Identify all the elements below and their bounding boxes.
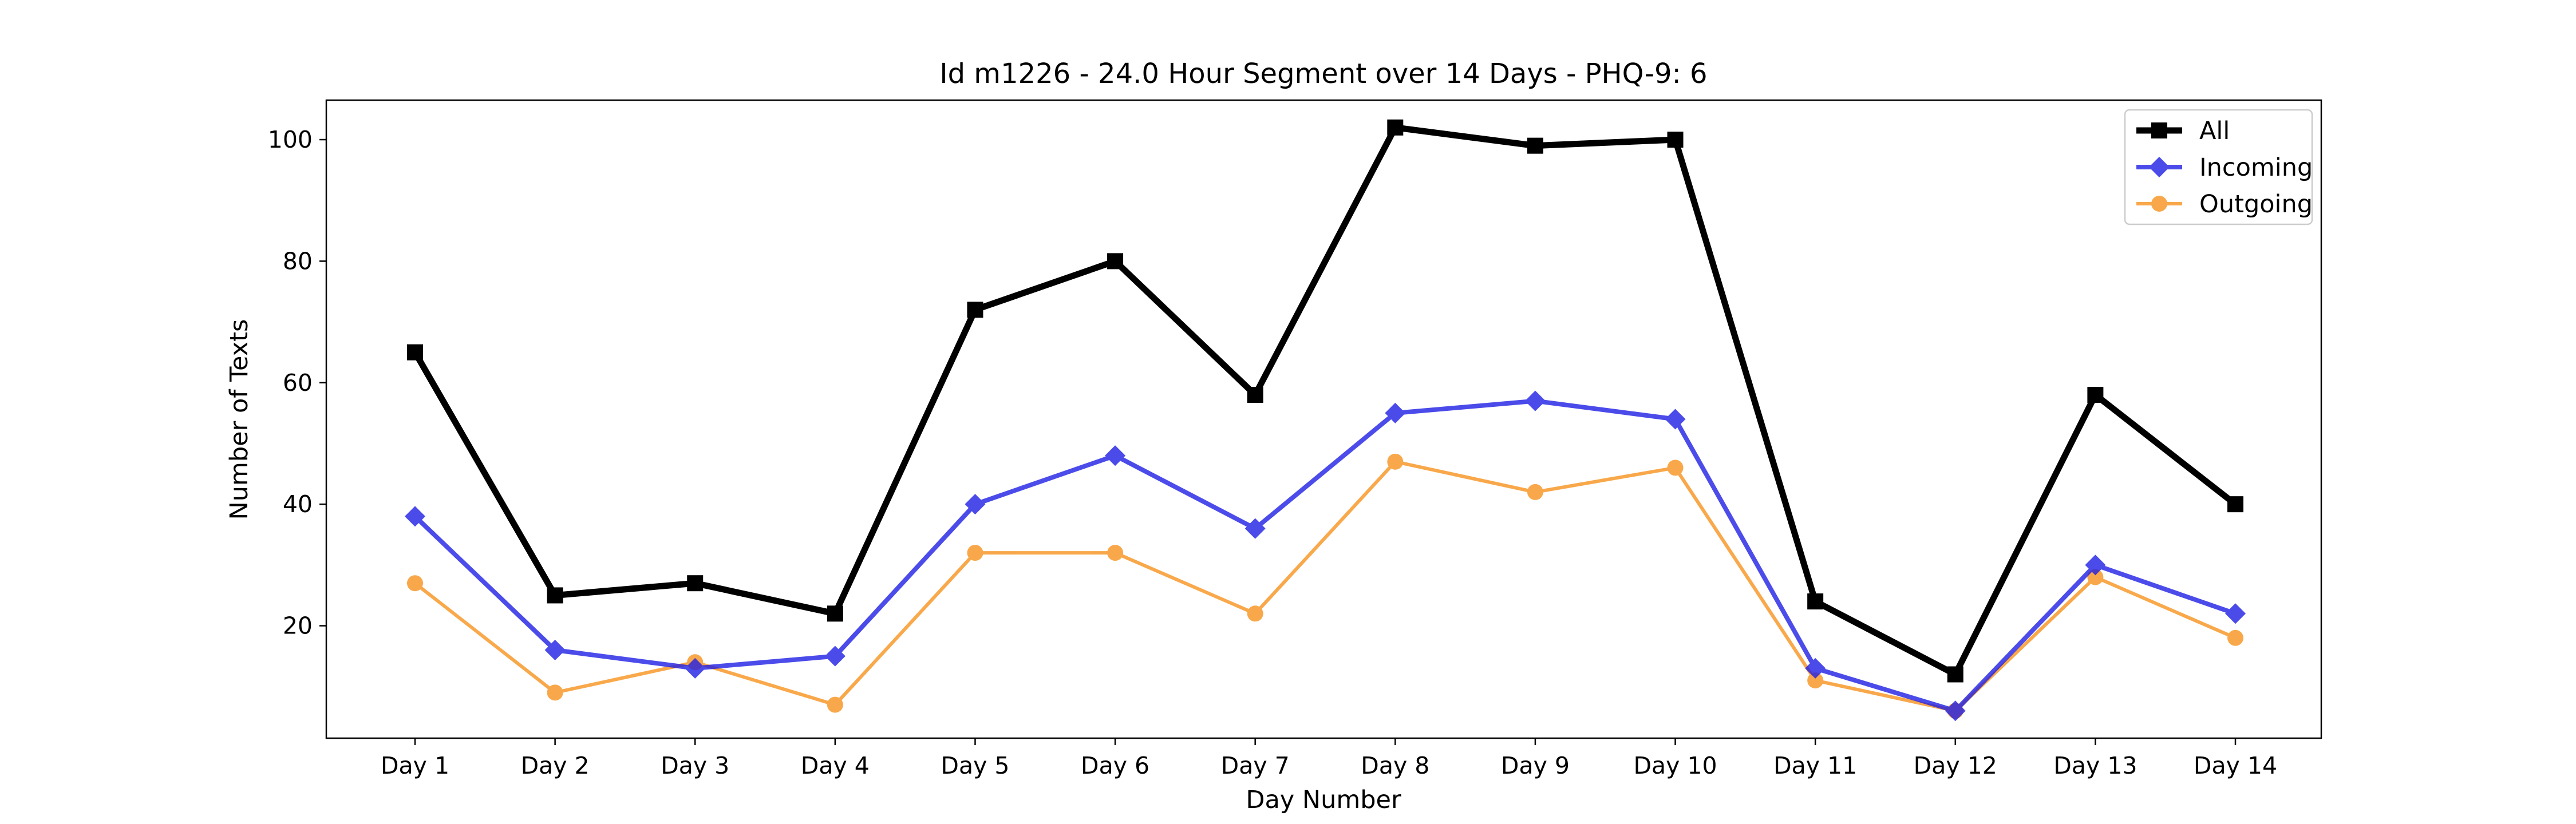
series-line-all xyxy=(412,124,2238,679)
data-point-all xyxy=(1387,119,1404,136)
legend-entry-outgoing xyxy=(2136,196,2182,212)
x-tick-label: Day 3 xyxy=(661,752,729,779)
x-axis: Day 1 Day 2 Day 3 Day 4 Day 5 Day 6 Day 7 Day 8… xyxy=(381,738,2277,779)
data-point-outgoing xyxy=(967,545,983,561)
x-tick-label: Day 1 xyxy=(381,752,449,779)
data-point-incoming xyxy=(2085,554,2106,576)
data-point-incoming xyxy=(1945,700,1966,722)
x-tick-label: Day 9 xyxy=(1501,752,1570,779)
data-point-outgoing xyxy=(407,575,423,592)
x-tick-label: Day 5 xyxy=(941,752,1009,779)
x-tick-label: Day 11 xyxy=(1773,752,1857,779)
data-point-outgoing xyxy=(827,696,843,713)
y-axis-label: Number of Texts xyxy=(225,319,254,520)
data-point-all xyxy=(827,605,843,622)
x-tick-label: Day 14 xyxy=(2194,752,2277,779)
data-point-all xyxy=(1807,593,1824,610)
data-point-incoming xyxy=(1105,445,1126,466)
legend-label: All xyxy=(2199,117,2230,145)
data-point-outgoing xyxy=(1807,672,1824,689)
y-tick-label: 80 xyxy=(283,247,313,275)
y-axis: 20 40 60 80 100 xyxy=(268,126,326,640)
legend-entry-all xyxy=(2136,122,2182,138)
data-point-all xyxy=(2227,496,2243,513)
data-point-all xyxy=(967,302,983,318)
data-point-outgoing xyxy=(2087,569,2104,585)
series-incoming xyxy=(405,390,2246,722)
data-point-outgoing xyxy=(1247,605,1263,622)
x-tick-label: Day 10 xyxy=(1633,752,1717,779)
data-point-outgoing xyxy=(2227,629,2243,646)
x-tick-label: Day 8 xyxy=(1361,752,1429,779)
data-point-incoming xyxy=(2225,603,2246,624)
data-point-outgoing xyxy=(547,684,563,701)
data-point-incoming xyxy=(1805,657,1826,679)
data-point-all xyxy=(1947,666,1963,683)
y-tick-label: 60 xyxy=(283,369,313,397)
legend-entry-incoming xyxy=(2136,157,2182,177)
x-tick-label: Day 12 xyxy=(1914,752,1997,779)
data-point-incoming xyxy=(824,645,846,667)
data-point-all xyxy=(687,575,704,592)
legend-marker xyxy=(2151,196,2167,212)
data-point-all xyxy=(1107,253,1124,270)
data-point-all xyxy=(407,344,423,360)
data-point-incoming xyxy=(965,494,986,515)
data-point-all xyxy=(547,587,563,604)
x-tick-label: Day 13 xyxy=(2053,752,2137,779)
data-point-incoming xyxy=(544,640,566,661)
data-point-incoming xyxy=(1524,390,1546,411)
data-point-all xyxy=(1667,132,1684,148)
chart-title: Id m1226 - 24.0 Hour Segment over 14 Day… xyxy=(939,58,1707,90)
data-point-all xyxy=(1247,387,1263,403)
x-tick-label: Day 4 xyxy=(801,752,870,779)
series-layer xyxy=(405,119,2246,722)
data-point-incoming xyxy=(1385,402,1406,423)
plot-frame xyxy=(325,99,2322,739)
data-point-incoming xyxy=(405,506,425,527)
legend-box xyxy=(2124,109,2313,225)
y-tick-label: 40 xyxy=(283,490,313,518)
x-tick-label: Day 7 xyxy=(1221,752,1290,779)
legend-label: Incoming xyxy=(2199,153,2313,182)
legend-marker xyxy=(2149,157,2170,177)
y-tick-label: 100 xyxy=(268,126,313,153)
series-line-incoming xyxy=(413,398,2237,714)
y-tick-label: 20 xyxy=(283,612,313,640)
x-tick-label: Day 6 xyxy=(1081,752,1149,779)
data-point-incoming xyxy=(685,657,706,679)
x-axis-label: Day Number xyxy=(1246,786,1401,814)
legend: All Incoming Outgoing xyxy=(2124,109,2313,225)
x-tick-label: Day 2 xyxy=(521,752,590,779)
legend-marker xyxy=(2151,122,2167,138)
data-point-outgoing xyxy=(1387,453,1404,470)
data-point-incoming xyxy=(1244,518,1266,539)
data-point-outgoing xyxy=(1527,484,1543,500)
data-point-outgoing xyxy=(1667,459,1684,476)
data-point-all xyxy=(1527,137,1543,154)
data-point-incoming xyxy=(1665,409,1686,430)
legend-label: Outgoing xyxy=(2199,190,2313,219)
data-point-all xyxy=(2087,387,2104,403)
data-point-outgoing xyxy=(1107,545,1124,561)
series-all xyxy=(407,119,2243,683)
